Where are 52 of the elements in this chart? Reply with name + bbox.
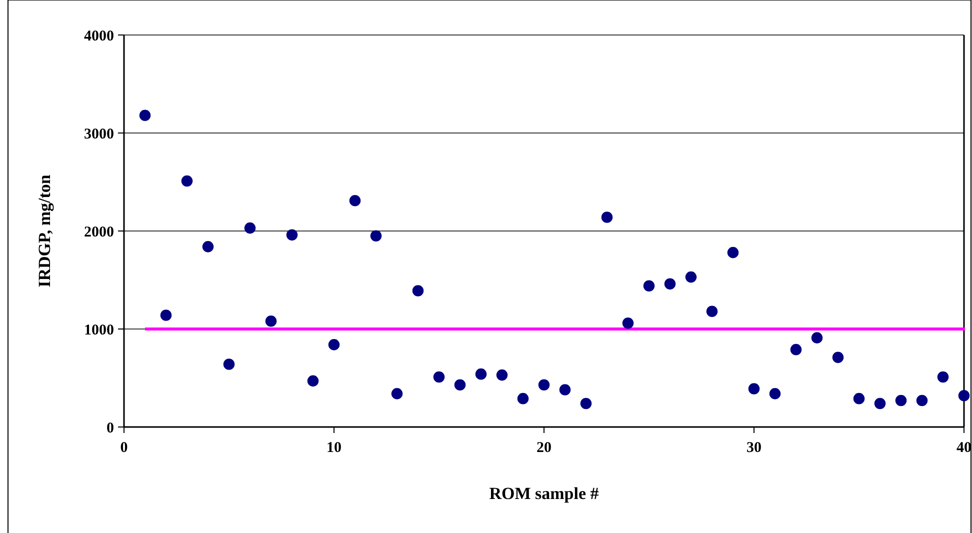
point [895, 394, 907, 406]
point [769, 388, 781, 400]
point [517, 392, 529, 404]
point [706, 306, 718, 317]
x-tick-label: 30 [746, 440, 762, 456]
y-tick-label: 4000 [84, 28, 114, 44]
y-tick-label: 0 [106, 420, 114, 436]
point [937, 371, 949, 383]
point [223, 358, 235, 370]
x-tick-label: 0 [120, 440, 128, 456]
point [496, 369, 508, 381]
point [580, 398, 592, 410]
point [727, 246, 739, 258]
point [244, 222, 256, 234]
y-tick-label: 3000 [84, 126, 114, 142]
y-tick-label: 2000 [84, 224, 114, 240]
point [349, 194, 361, 206]
point [559, 384, 571, 396]
y-tick-label: 1000 [84, 322, 114, 338]
x-tick-label: 10 [326, 440, 342, 456]
point [664, 278, 676, 290]
point [307, 375, 319, 387]
point [958, 390, 970, 402]
y-axis-title: IRDGP, mg/ton [35, 174, 54, 288]
point [202, 241, 214, 252]
point [601, 212, 613, 223]
point [685, 271, 697, 283]
point [475, 368, 487, 380]
point [874, 398, 886, 410]
point [370, 230, 382, 242]
point [916, 394, 928, 406]
point [433, 371, 445, 383]
point [391, 388, 403, 400]
point [811, 332, 823, 344]
x-axis-title: ROM sample # [489, 484, 600, 503]
point [265, 316, 277, 327]
x-tick-label: 20 [536, 440, 552, 456]
point [853, 392, 865, 404]
point [328, 339, 340, 350]
point [748, 383, 760, 394]
point [160, 310, 172, 321]
point [643, 280, 655, 292]
point [412, 285, 424, 296]
point [286, 229, 298, 241]
point [832, 352, 844, 364]
point [790, 344, 802, 356]
point [622, 317, 634, 329]
x-tick-label: 40 [956, 440, 972, 456]
point [454, 379, 466, 390]
point [181, 175, 193, 187]
point [139, 110, 151, 121]
point [538, 379, 550, 390]
